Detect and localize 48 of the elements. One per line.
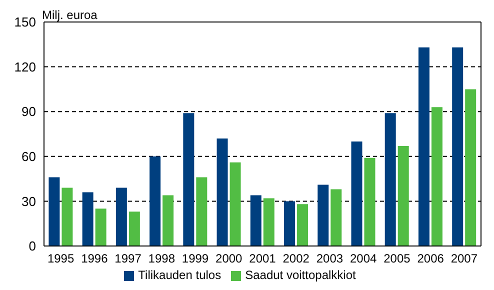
bar: [452, 47, 464, 246]
x-tick-label: 2001: [249, 252, 276, 266]
bar: [128, 212, 140, 246]
bar: [162, 195, 174, 246]
bar: [297, 204, 308, 246]
bar: [351, 141, 362, 246]
x-tick-label: 2007: [450, 252, 478, 266]
x-tick-label: 2004: [350, 252, 378, 266]
y-tick-label: 0: [28, 238, 36, 254]
y-tick-label: 30: [22, 194, 36, 209]
y-tick-label: 150: [14, 14, 36, 30]
bar: [418, 47, 430, 246]
bar: [364, 158, 376, 246]
y-tick-label: 90: [22, 104, 36, 120]
bar: [48, 177, 60, 246]
legend-label: Tilikauden tulos: [138, 268, 222, 282]
bar: [62, 188, 73, 246]
bar: [263, 198, 274, 246]
bar: [216, 138, 228, 246]
bar: [116, 188, 127, 246]
x-tick-label: 2005: [384, 252, 411, 266]
bar: [250, 195, 262, 246]
y-tick-label: 60: [22, 149, 36, 164]
y-axis-title: Milj. euroa: [42, 8, 98, 22]
x-tick-label: 1995: [47, 252, 74, 266]
bar: [384, 113, 396, 246]
x-tick-label: 2002: [282, 252, 310, 266]
bar: [183, 113, 194, 246]
bar: [465, 89, 476, 246]
x-tick-label: 1997: [114, 252, 142, 266]
bar: [82, 192, 94, 246]
bar: [230, 162, 241, 246]
x-tick-label: 2000: [216, 252, 243, 266]
x-tick-label: 2003: [316, 252, 344, 266]
x-tick-label: 1999: [182, 252, 209, 266]
bar: [398, 146, 409, 246]
bar: [318, 184, 329, 246]
legend-label: Saadut voittopalkkiot: [245, 268, 356, 282]
x-tick-label: 1998: [148, 252, 176, 266]
bar: [196, 177, 208, 246]
x-tick-label: 2006: [417, 252, 444, 266]
bar: [150, 156, 161, 246]
x-tick-label: 1996: [81, 252, 108, 266]
y-tick-label: 120: [14, 59, 36, 74]
bar: [330, 189, 342, 246]
bar: [284, 201, 296, 246]
bar: [95, 208, 106, 246]
bar: [431, 107, 442, 246]
